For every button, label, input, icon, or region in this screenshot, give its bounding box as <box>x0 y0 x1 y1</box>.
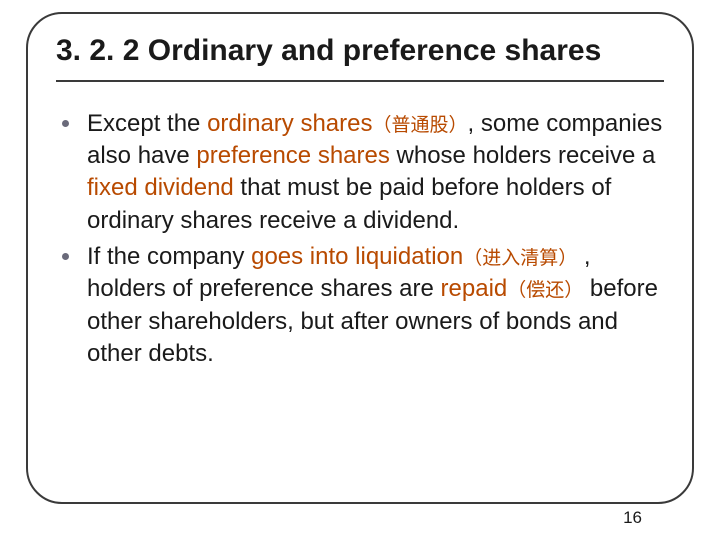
bullet-dot-icon <box>62 253 69 260</box>
bullet-dot-icon <box>62 120 69 127</box>
highlight-text: ordinary shares <box>207 110 372 137</box>
highlight-text: goes into liquidation <box>251 243 463 270</box>
highlight-text: repaid <box>441 275 508 302</box>
title-block: 3. 2. 2 Ordinary and preference shares <box>56 32 664 82</box>
slide-title: 3. 2. 2 Ordinary and preference shares <box>56 32 664 70</box>
page-number: 16 <box>623 508 642 528</box>
bullet-item: If the company goes into liquidation（进入清… <box>62 241 664 371</box>
body-text: whose holders receive a <box>390 142 655 169</box>
annotation-text: （偿还） <box>507 280 583 301</box>
body-text: Except the <box>87 110 207 137</box>
bullet-item: Except the ordinary shares（普通股）, some co… <box>62 108 664 238</box>
body-text: If the company <box>87 243 251 270</box>
bullet-text: Except the ordinary shares（普通股）, some co… <box>87 108 664 238</box>
slide-frame: 3. 2. 2 Ordinary and preference shares E… <box>26 12 694 504</box>
annotation-text: （进入清算） <box>463 248 577 269</box>
annotation-text: （普通股） <box>373 115 468 136</box>
highlight-text: fixed dividend <box>87 174 234 201</box>
highlight-text: preference shares <box>196 142 389 169</box>
bullet-list: Except the ordinary shares（普通股）, some co… <box>56 108 664 371</box>
bullet-text: If the company goes into liquidation（进入清… <box>87 241 664 371</box>
